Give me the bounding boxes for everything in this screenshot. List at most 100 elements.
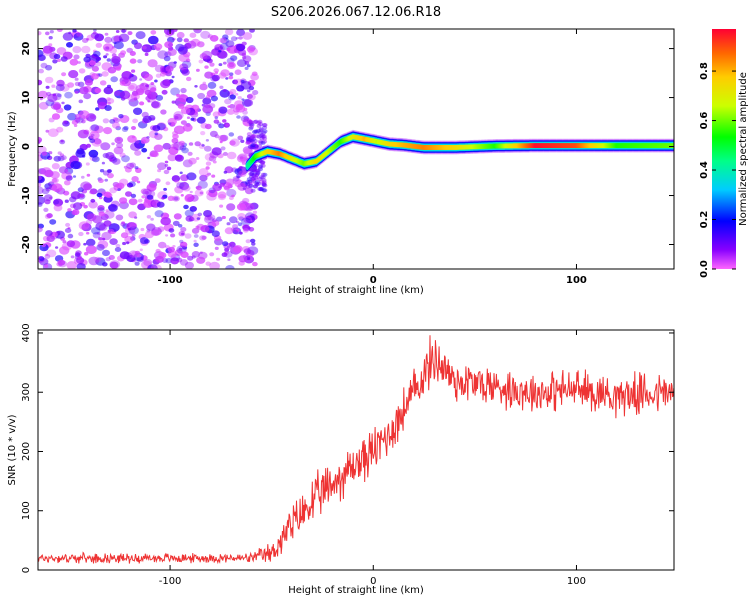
noise-speckle [251, 168, 257, 172]
noise-speckle [165, 234, 169, 237]
noise-speckle [91, 65, 99, 72]
noise-speckle [236, 115, 241, 119]
noise-speckle [206, 189, 213, 196]
noise-speckle [205, 139, 209, 142]
noise-speckle [38, 186, 44, 195]
noise-speckle [60, 139, 64, 143]
noise-speckle [184, 233, 192, 239]
noise-speckle [154, 79, 158, 83]
noise-speckle [38, 175, 42, 181]
noise-speckle [218, 49, 222, 53]
noise-speckle [156, 123, 166, 131]
noise-speckle [152, 229, 161, 237]
noise-speckle [235, 103, 244, 111]
snr-panel: -100 0 100 0 100 200 300 400 Height of straigh… [7, 323, 675, 596]
noise-speckle [238, 166, 243, 169]
noise-speckle [53, 204, 63, 212]
noise-speckle [249, 172, 255, 177]
noise-speckle [102, 170, 110, 176]
noise-speckle [197, 41, 205, 48]
noise-speckle [258, 140, 264, 145]
noise-speckle [193, 242, 199, 247]
noise-speckle [116, 142, 124, 149]
noise-speckle [72, 46, 82, 54]
noise-speckle [164, 160, 169, 164]
noise-speckle [242, 227, 249, 233]
noise-speckle [114, 90, 121, 96]
noise-speckle [236, 203, 247, 211]
noise-speckle [90, 198, 96, 203]
noise-speckle [211, 230, 220, 237]
noise-speckle [167, 246, 175, 253]
noise-speckle [193, 239, 197, 243]
noise-speckle [126, 241, 130, 245]
noise-speckle [262, 125, 268, 130]
noise-speckle [256, 181, 262, 186]
noise-speckle [245, 137, 251, 142]
colorbar: 0.0 0.2 0.4 0.6 0.8 Normalized spectral ampl… [699, 29, 749, 278]
noise-speckle [190, 111, 199, 118]
noise-speckle [167, 48, 177, 56]
noise-speckle [129, 51, 136, 56]
noise-speckle [38, 175, 45, 184]
noise-speckle [201, 235, 207, 240]
noise-speckle [238, 36, 243, 40]
noise-speckle [251, 178, 257, 183]
noise-speckle [224, 29, 234, 36]
colorbar-tick-label: 0.4 [699, 161, 710, 179]
noise-speckle [221, 215, 226, 220]
noise-speckle [172, 133, 179, 140]
noise-speckle [210, 75, 219, 82]
noise-speckle [125, 191, 132, 197]
noise-speckle [196, 223, 205, 231]
noise-speckle [56, 29, 63, 32]
noise-speckle [115, 214, 124, 221]
noise-speckle [252, 168, 258, 173]
noise-speckle [127, 135, 137, 143]
noise-speckle [252, 184, 258, 189]
noise-speckle [134, 150, 142, 156]
noise-speckle [261, 182, 267, 186]
noise-speckle [245, 182, 251, 187]
noise-speckle [133, 42, 143, 50]
noise-speckle [240, 139, 245, 143]
noise-speckle [67, 208, 72, 212]
noise-speckle [89, 188, 98, 195]
noise-speckle [242, 55, 247, 60]
noise-speckle [137, 198, 143, 203]
noise-speckle [214, 46, 220, 51]
noise-speckle [254, 129, 260, 134]
noise-speckle [111, 142, 115, 146]
noise-speckle [76, 263, 86, 269]
noise-speckle [162, 142, 171, 150]
noise-speckle [73, 54, 80, 60]
noise-speckle [120, 50, 127, 56]
noise-speckle [234, 78, 244, 86]
noise-speckle [45, 85, 50, 89]
noise-speckle [130, 142, 141, 151]
noise-speckle [184, 195, 194, 203]
noise-speckle [260, 133, 265, 137]
noise-speckle [196, 217, 201, 220]
noise-speckle [167, 117, 177, 126]
noise-speckle [151, 227, 162, 236]
noise-speckle [128, 211, 137, 219]
noise-speckle [222, 61, 227, 65]
noise-speckle [106, 58, 112, 62]
noise-speckle [249, 29, 255, 33]
noise-speckle [253, 184, 258, 189]
noise-speckle [129, 222, 138, 229]
noise-speckle [167, 250, 177, 258]
noise-speckle [224, 227, 234, 235]
noise-speckle [147, 100, 151, 103]
noise-speckle [231, 194, 235, 198]
noise-speckle [104, 105, 112, 111]
noise-speckle [226, 151, 237, 160]
noise-speckle [210, 95, 218, 102]
noise-speckle [45, 187, 51, 192]
noise-speckle [38, 31, 42, 36]
noise-speckle [246, 132, 252, 137]
noise-speckle [89, 190, 95, 195]
noise-speckle [128, 74, 138, 82]
